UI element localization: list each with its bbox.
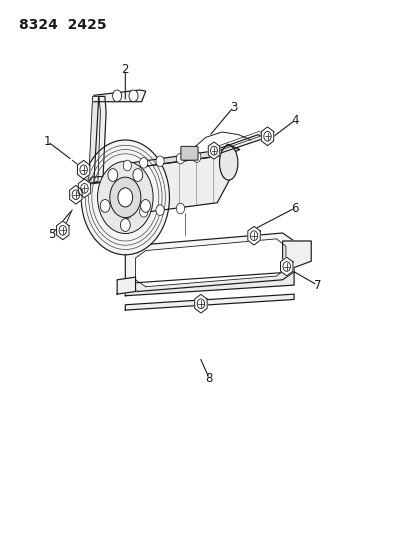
Text: 1: 1 <box>44 135 51 148</box>
Circle shape <box>139 158 147 168</box>
Circle shape <box>192 152 200 163</box>
Ellipse shape <box>219 146 237 180</box>
Polygon shape <box>94 96 106 183</box>
Circle shape <box>108 168 117 181</box>
Polygon shape <box>78 179 90 198</box>
Circle shape <box>155 156 164 166</box>
Circle shape <box>118 188 133 207</box>
Polygon shape <box>125 272 293 296</box>
Polygon shape <box>56 221 69 240</box>
Polygon shape <box>77 160 90 179</box>
Circle shape <box>129 90 138 102</box>
Circle shape <box>123 208 131 219</box>
Circle shape <box>110 177 141 217</box>
Circle shape <box>123 160 131 171</box>
Text: 3: 3 <box>229 101 237 114</box>
Polygon shape <box>261 127 273 146</box>
Polygon shape <box>194 294 207 313</box>
Polygon shape <box>247 227 260 245</box>
FancyBboxPatch shape <box>180 147 198 160</box>
Text: 8324  2425: 8324 2425 <box>19 18 106 31</box>
Polygon shape <box>88 96 100 183</box>
Circle shape <box>140 199 150 212</box>
Polygon shape <box>117 155 231 216</box>
Circle shape <box>112 90 121 102</box>
Polygon shape <box>125 294 293 310</box>
Circle shape <box>139 206 147 217</box>
Circle shape <box>97 161 153 233</box>
Circle shape <box>120 219 130 231</box>
Polygon shape <box>117 277 135 294</box>
Text: 8: 8 <box>205 372 212 385</box>
Polygon shape <box>125 233 293 292</box>
Text: 6: 6 <box>290 201 298 214</box>
Polygon shape <box>131 144 239 168</box>
Polygon shape <box>208 142 219 159</box>
Text: 7: 7 <box>313 279 320 292</box>
Circle shape <box>100 199 110 212</box>
Polygon shape <box>282 241 310 272</box>
Circle shape <box>133 168 142 181</box>
Text: 4: 4 <box>290 114 298 127</box>
Polygon shape <box>280 257 292 276</box>
Polygon shape <box>135 239 285 287</box>
Circle shape <box>81 140 169 255</box>
Polygon shape <box>70 185 82 204</box>
Circle shape <box>176 154 184 164</box>
Circle shape <box>176 203 184 214</box>
Circle shape <box>155 205 164 215</box>
Polygon shape <box>213 135 265 155</box>
Polygon shape <box>94 90 145 102</box>
Polygon shape <box>88 176 106 184</box>
Text: 5: 5 <box>48 228 55 241</box>
Ellipse shape <box>118 179 134 211</box>
Text: 2: 2 <box>121 63 129 76</box>
